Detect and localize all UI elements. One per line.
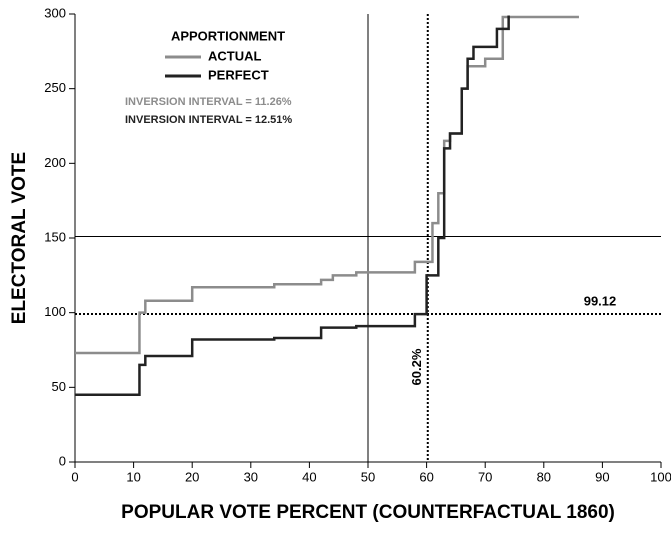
reference-label: 60.2% (409, 348, 424, 385)
y-tick-label: 100 (44, 304, 66, 319)
y-tick-label: 200 (44, 155, 66, 170)
x-tick-label: 50 (361, 469, 375, 484)
x-tick-label: 70 (478, 469, 492, 484)
x-tick-label: 20 (185, 469, 199, 484)
annotation: INVERSION INTERVAL = 12.51% (125, 114, 292, 126)
annotation: INVERSION INTERVAL = 11.26% (125, 96, 292, 108)
y-tick-label: 150 (44, 229, 66, 244)
legend-label: ACTUAL (208, 48, 261, 63)
legend-title: APPORTIONMENT (171, 28, 285, 43)
x-tick-label: 0 (71, 469, 78, 484)
reference-label: 99.12 (584, 293, 617, 308)
y-axis-title: ELECTORAL VOTE (9, 152, 30, 324)
x-tick-label: 60 (419, 469, 433, 484)
x-tick-label: 90 (595, 469, 609, 484)
y-tick-label: 0 (59, 453, 66, 468)
y-tick-label: 250 (44, 80, 66, 95)
y-tick-label: 50 (52, 379, 66, 394)
x-axis-title: POPULAR VOTE PERCENT (COUNTERFACTUAL 186… (121, 502, 615, 523)
y-tick-label: 300 (44, 5, 66, 20)
series-line (75, 15, 510, 397)
x-tick-label: 40 (302, 469, 316, 484)
legend-label: PERFECT (208, 67, 269, 82)
x-tick-label: 30 (244, 469, 258, 484)
x-tick-label: 100 (650, 469, 671, 484)
series-line (75, 15, 579, 355)
x-tick-label: 10 (126, 469, 140, 484)
x-tick-label: 80 (537, 469, 551, 484)
